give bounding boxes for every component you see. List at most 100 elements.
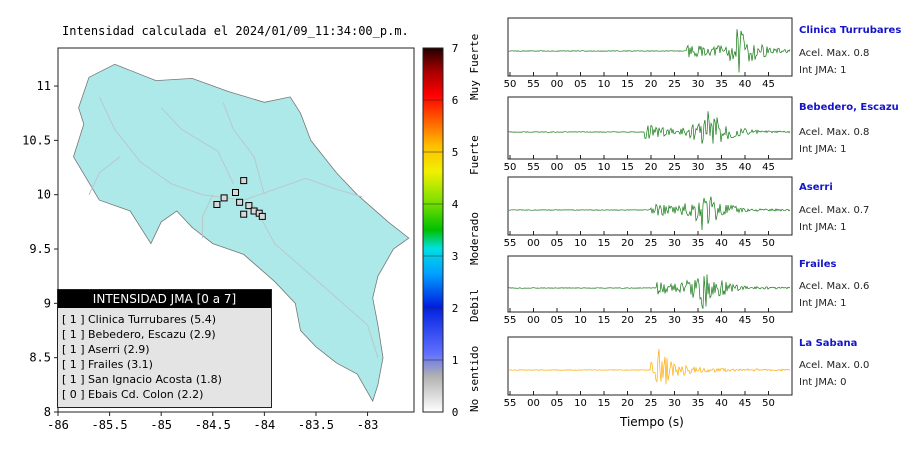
colorbar-tick-label: 7 bbox=[452, 42, 459, 55]
station-jma: Int JMA: 1 bbox=[799, 222, 847, 233]
trace-tick-label: 45 bbox=[739, 398, 752, 409]
road-line bbox=[160, 107, 234, 185]
station-name: Aserri bbox=[799, 182, 833, 193]
station-jma: Int JMA: 0 bbox=[799, 377, 847, 388]
trace-tick-label: 20 bbox=[621, 398, 634, 409]
trace-tick-label: 40 bbox=[739, 79, 752, 90]
station-jma: Int JMA: 1 bbox=[799, 298, 847, 309]
trace-panel-frame bbox=[507, 17, 793, 77]
trace-tick-label: 55 bbox=[504, 398, 517, 409]
station-marker bbox=[245, 202, 253, 210]
road-line bbox=[222, 102, 265, 195]
seismic-trace bbox=[508, 196, 791, 231]
station-acel: Acel. Max. 0.6 bbox=[799, 281, 870, 292]
trace-tick-label: 30 bbox=[692, 162, 705, 173]
station-marker bbox=[232, 189, 239, 196]
road-line bbox=[202, 194, 214, 239]
map-title: Intensidad calculada el 2024/01/09_11:34… bbox=[62, 24, 409, 38]
legend-row: [ 1 ] Frailes (3.1) bbox=[58, 357, 271, 372]
legend-row: [ 1 ] Aserri (2.9) bbox=[58, 342, 271, 357]
trace-tick-label: 40 bbox=[715, 398, 728, 409]
station-marker bbox=[258, 212, 266, 220]
colorbar-tick-label: 1 bbox=[452, 354, 459, 367]
legend-label: Frailes (3.1) bbox=[88, 358, 153, 371]
colorbar-tick-label: 5 bbox=[452, 146, 459, 159]
trace-tick-label: 55 bbox=[527, 162, 540, 173]
traces-x-axis-label: Tiempo (s) bbox=[620, 415, 684, 429]
x-tick-label: -85.5 bbox=[92, 418, 128, 432]
seismic-trace bbox=[508, 274, 791, 309]
colorbar-category-debil: Debil bbox=[468, 288, 481, 322]
trace-tick-label: 15 bbox=[621, 79, 634, 90]
trace-tick-label: 10 bbox=[598, 162, 611, 173]
legend-row: [ 1 ] San Ignacio Acosta (1.8) bbox=[58, 372, 271, 387]
trace-tick-label: 00 bbox=[551, 162, 564, 173]
colorbar-tick-label: 6 bbox=[452, 94, 459, 107]
legend-label: Bebedero, Escazu (2.9) bbox=[88, 328, 216, 341]
trace-tick-label: 25 bbox=[645, 315, 658, 326]
legend-row: [ 1 ] Bebedero, Escazu (2.9) bbox=[58, 327, 271, 342]
legend-title: INTENSIDAD JMA [0 a 7] bbox=[58, 290, 271, 308]
legend-label: Aserri (2.9) bbox=[88, 343, 150, 356]
trace-tick-label: 25 bbox=[668, 162, 681, 173]
colorbar: 7 6 5 4 3 2 1 0 bbox=[422, 42, 459, 419]
legend-jma: [ 1 ] bbox=[62, 328, 85, 341]
colorbar-tick-label: 4 bbox=[452, 198, 459, 211]
station-marker bbox=[240, 210, 248, 218]
trace-tick-label: 05 bbox=[551, 238, 564, 249]
station-jma: Int JMA: 1 bbox=[799, 65, 847, 76]
legend-row: [ 1 ] Clinica Turrubares (5.4) bbox=[58, 312, 271, 327]
x-tick-label: -86 bbox=[47, 418, 69, 432]
trace-panel-frame bbox=[507, 96, 793, 160]
trace-tick-label: 35 bbox=[692, 238, 705, 249]
trace-tick-label: 15 bbox=[598, 238, 611, 249]
trace-tick-label: 35 bbox=[692, 315, 705, 326]
road-line bbox=[98, 96, 244, 201]
map-axes: -86 -85.5 -85 -84.5 -84 -83.5 -83 11 10.5 10 9.5 9 8… bbox=[22, 79, 378, 432]
colorbar-tick-label: 3 bbox=[452, 250, 459, 263]
map-land bbox=[73, 63, 410, 403]
trace-tick-label: 00 bbox=[527, 315, 540, 326]
trace-tick-label: 45 bbox=[739, 238, 752, 249]
costa-rica-outline bbox=[73, 63, 410, 403]
x-tick-label: -84 bbox=[254, 418, 276, 432]
x-tick-label: -85 bbox=[150, 418, 172, 432]
y-tick-label: 10.5 bbox=[22, 133, 51, 147]
trace-tick-label: 25 bbox=[668, 79, 681, 90]
legend-label: Clinica Turrubares (5.4) bbox=[88, 313, 217, 326]
station-marker bbox=[236, 198, 244, 206]
trace-tick-label: 00 bbox=[527, 238, 540, 249]
trace-tick-label: 40 bbox=[739, 162, 752, 173]
trace-tick-label: 55 bbox=[527, 79, 540, 90]
colorbar-category-no-sentido: No sentido bbox=[468, 345, 481, 412]
y-tick-label: 10 bbox=[37, 188, 51, 202]
trace-tick-label: 00 bbox=[527, 398, 540, 409]
trace-tick-label: 20 bbox=[621, 315, 634, 326]
station-name: La Sabana bbox=[799, 338, 858, 349]
seismic-trace bbox=[508, 29, 791, 73]
trace-tick-label: 30 bbox=[668, 315, 681, 326]
colorbar-tick-label: 2 bbox=[452, 302, 459, 315]
trace-tick-label: 05 bbox=[551, 398, 564, 409]
trace-tick-label: 05 bbox=[551, 315, 564, 326]
legend-jma: [ 1 ] bbox=[62, 313, 85, 326]
trace-tick-label: 45 bbox=[762, 162, 775, 173]
trace-tick-label: 25 bbox=[645, 398, 658, 409]
y-tick-label: 8.5 bbox=[29, 351, 51, 365]
trace-tick-label: 25 bbox=[645, 238, 658, 249]
station-acel: Acel. Max. 0.8 bbox=[799, 48, 870, 59]
legend-row: [ 0 ] Ebais Cd. Colon (2.2) bbox=[58, 387, 271, 402]
trace-tick-label: 30 bbox=[668, 238, 681, 249]
trace-panel-frame bbox=[507, 255, 793, 313]
trace-tick-label: 20 bbox=[621, 238, 634, 249]
station-marker bbox=[213, 201, 221, 208]
colorbar-category-moderado: Moderado bbox=[468, 212, 481, 265]
trace-tick-label: 50 bbox=[504, 79, 517, 90]
station-marker bbox=[220, 194, 228, 202]
trace-tick-label: 35 bbox=[715, 162, 728, 173]
x-tick-label: -84.5 bbox=[195, 418, 231, 432]
station-jma: Int JMA: 1 bbox=[799, 144, 847, 155]
legend-jma: [ 1 ] bbox=[62, 358, 85, 371]
trace-tick-label: 50 bbox=[762, 315, 775, 326]
trace-tick-label: 35 bbox=[692, 398, 705, 409]
